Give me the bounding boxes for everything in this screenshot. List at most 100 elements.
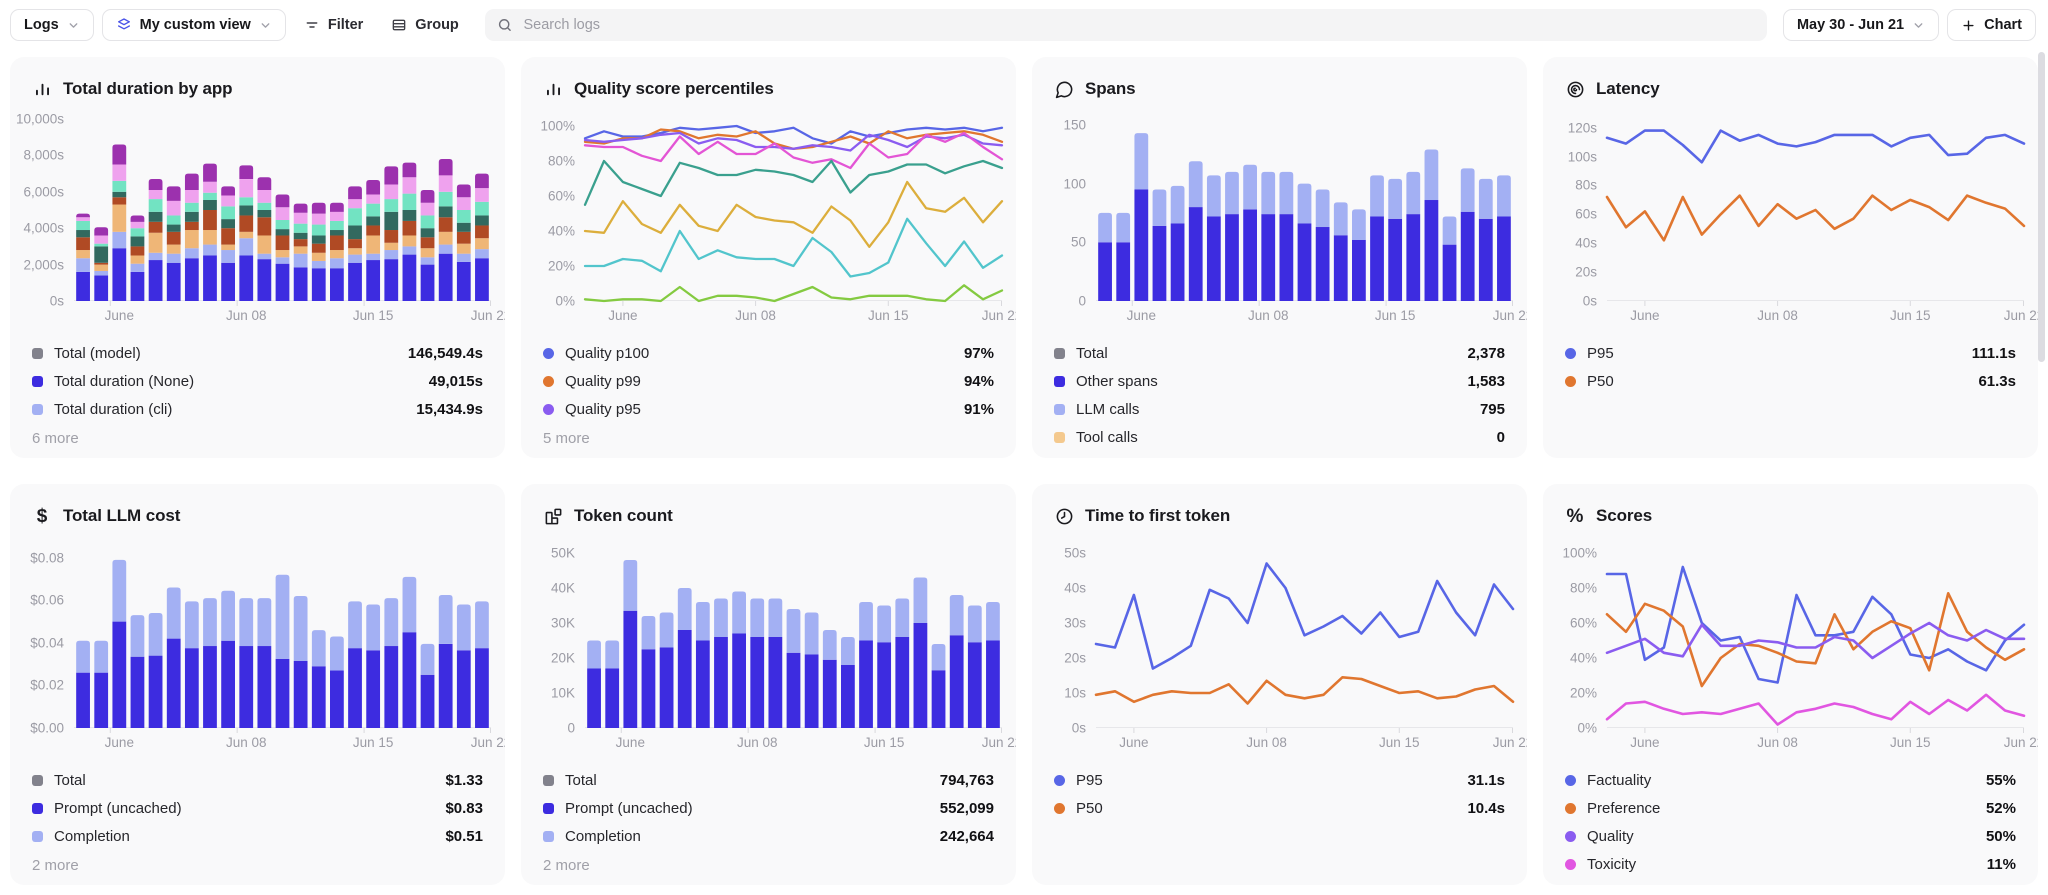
legend-value: 15,434.9s — [416, 400, 483, 418]
legend-item[interactable]: Total duration (cli) 15,434.9s — [32, 395, 483, 423]
chart-legend: Total 2,378 Other spans 1,583 LLM calls … — [1032, 339, 1527, 451]
card-title: Quality score percentiles — [574, 79, 774, 98]
legend-item[interactable]: P50 10.4s — [1054, 794, 1505, 822]
legend-marker — [32, 802, 43, 814]
chart-plot[interactable] — [74, 119, 491, 306]
filter-icon — [306, 22, 318, 28]
legend-more[interactable]: 2 more — [32, 857, 79, 874]
blocks-icon — [543, 506, 563, 526]
legend-marker — [1565, 830, 1576, 842]
legend-label: P95 — [1076, 771, 1103, 789]
scrollbar[interactable] — [2038, 52, 2045, 889]
chart-plot[interactable] — [1096, 119, 1513, 306]
legend-more[interactable]: 5 more — [543, 430, 590, 447]
legend-item[interactable]: P50 61.3s — [1565, 367, 2016, 395]
chart-area: 0s 2,000s 4,000s 6,000s 8,000s 10,000s June Ju… — [10, 112, 505, 327]
legend-marker — [32, 403, 43, 415]
bar-chart-icon — [543, 79, 563, 99]
legend-value: 1,583 — [1467, 372, 1505, 390]
legend-marker — [1054, 403, 1065, 415]
group-icon — [392, 19, 406, 31]
legend-marker — [1565, 347, 1576, 359]
y-axis-labels: 0% 20% 40% 60% 80% 100% — [1562, 545, 1597, 736]
y-axis-labels: 0s 10s 20s 30s 40s 50s — [1064, 545, 1086, 736]
legend-label: Quality p95 — [565, 400, 641, 418]
charts-grid: Total duration by app 0s 2,000s 4,000s 6,00… — [0, 50, 2048, 885]
view-selector[interactable]: My custom view — [101, 9, 286, 41]
legend-value: 0 — [1496, 428, 1505, 446]
chevron-down-icon — [1914, 22, 1923, 28]
legend-item[interactable]: Factuality 55% — [1565, 766, 2016, 794]
scrollbar-thumb[interactable] — [2038, 52, 2045, 362]
add-chart-button[interactable]: Chart — [1947, 9, 2036, 41]
chart-card: Quality score percentiles 0% 20% 40% 60% 80%… — [521, 57, 1016, 458]
legend-label: Completion — [54, 827, 130, 845]
legend-item[interactable]: Preference 52% — [1565, 794, 2016, 822]
legend-item[interactable]: LLM calls 795 — [1054, 395, 1505, 423]
legend-item[interactable]: Total duration (None) 49,015s — [32, 367, 483, 395]
date-range-selector[interactable]: May 30 - Jun 21 — [1782, 9, 1940, 41]
chart-plot[interactable] — [1094, 546, 1515, 733]
legend-item[interactable]: Total $1.33 — [32, 766, 483, 794]
legend-label: Toxicity — [1587, 855, 1637, 873]
legend-marker — [1565, 375, 1576, 387]
legend-label: Total — [565, 771, 597, 789]
legend-marker — [1054, 802, 1065, 814]
legend-label: Total (model) — [54, 344, 141, 362]
dollar-icon: $ — [36, 505, 48, 527]
legend-item[interactable]: Total (model) 146,549.4s — [32, 339, 483, 367]
legend-item[interactable]: Completion $0.51 — [32, 822, 483, 850]
legend-label: P50 — [1587, 372, 1614, 390]
legend-item[interactable]: Quality 50% — [1565, 822, 2016, 850]
legend-item[interactable]: Prompt (uncached) 552,099 — [543, 794, 994, 822]
legend-label: Other spans — [1076, 372, 1158, 390]
card-header: Total duration by app — [10, 57, 505, 101]
card-header: % Scores — [1543, 484, 2038, 528]
legend-item[interactable]: Other spans 1,583 — [1054, 367, 1505, 395]
legend-item[interactable]: Total 2,378 — [1054, 339, 1505, 367]
legend-more[interactable]: 2 more — [543, 857, 590, 874]
logs-selector[interactable]: Logs — [10, 9, 94, 41]
add-chart-label: Chart — [1984, 17, 2022, 33]
bar-chart-icon — [32, 79, 52, 99]
legend-item[interactable]: Quality p100 97% — [543, 339, 994, 367]
chart-plot[interactable] — [74, 546, 491, 733]
legend-item[interactable]: Toxicity 11% — [1565, 850, 2016, 878]
legend-value: 795 — [1479, 400, 1505, 418]
card-title: Total LLM cost — [63, 506, 181, 525]
legend-marker — [1054, 431, 1065, 443]
chart-plot[interactable] — [585, 546, 1002, 733]
legend-item[interactable]: Quality p95 91% — [543, 395, 994, 423]
search-icon — [498, 19, 511, 31]
legend-value: 94% — [963, 372, 994, 390]
legend-item[interactable]: Completion 242,664 — [543, 822, 994, 850]
chart-area: 0% 20% 40% 60% 80% 100% June Jun 08 Jun 15 Jun 2… — [1543, 546, 2038, 754]
legend-item[interactable]: Total 794,763 — [543, 766, 994, 794]
legend-more[interactable]: 6 more — [32, 430, 79, 447]
chart-plot[interactable] — [1605, 546, 2026, 733]
group-button[interactable]: Group — [381, 9, 469, 41]
legend-label: Quality p100 — [565, 344, 650, 362]
legend-value: 111.1s — [1971, 344, 2016, 362]
legend-item[interactable]: Tool calls 0 — [1054, 423, 1505, 451]
y-axis-labels: 0% 20% 40% 60% 80% 100% — [540, 118, 575, 309]
legend-marker — [1565, 858, 1576, 870]
percent-icon: % — [1566, 505, 1584, 527]
legend-marker — [1565, 774, 1576, 786]
legend-marker — [32, 830, 43, 842]
legend-marker — [32, 347, 43, 359]
chart-plot[interactable] — [583, 119, 1004, 306]
chart-plot[interactable] — [1605, 119, 2026, 306]
filter-button[interactable]: Filter — [294, 9, 373, 41]
search-input[interactable] — [521, 16, 1755, 34]
legend-marker — [543, 403, 554, 415]
legend-item[interactable]: Prompt (uncached) $0.83 — [32, 794, 483, 822]
legend-item[interactable]: P95 31.1s — [1054, 766, 1505, 794]
legend-item[interactable]: Quality p99 94% — [543, 367, 994, 395]
legend-item[interactable]: P95 111.1s — [1565, 339, 2016, 367]
legend-label: Tool calls — [1076, 428, 1138, 446]
